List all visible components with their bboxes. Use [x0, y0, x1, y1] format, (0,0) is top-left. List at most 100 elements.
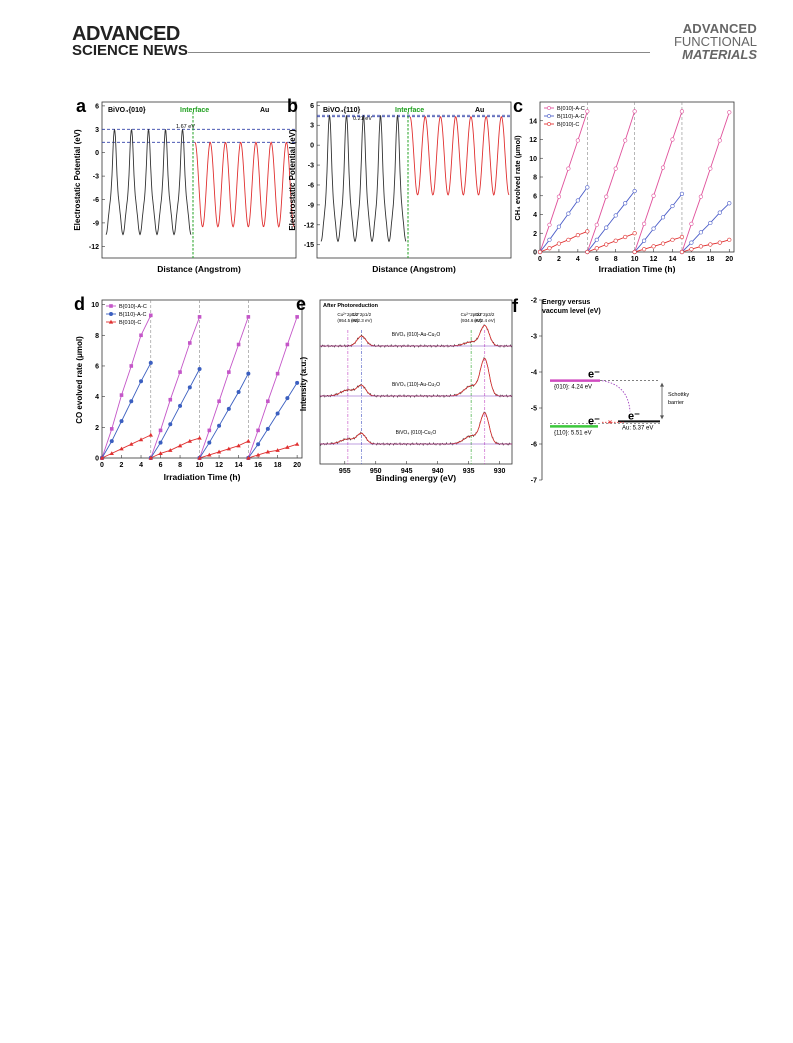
series-line	[681, 239, 730, 253]
panel-f-plot-area: -2 -3 -4 -5 -6 -7 {010}: 4.24 eV e⁻ {110}: 5.51 …	[531, 298, 664, 484]
legend-label: B{110}-A-C	[119, 312, 146, 318]
data-point	[556, 224, 562, 229]
panel-f-barrier-label-2: barrier	[668, 400, 684, 406]
panel-b-left-label: BiVO₄{110}	[323, 107, 360, 114]
data-point	[139, 379, 144, 384]
data-point	[138, 437, 144, 442]
data-point	[613, 238, 618, 243]
y-tick-label: 10	[529, 156, 537, 163]
x-tick-label: 2	[557, 256, 561, 263]
data-point	[641, 238, 647, 243]
panel-d-y-axis-label: CO evolved rate (μmol)	[75, 336, 84, 424]
x-tick-label: 18	[706, 256, 714, 263]
data-point	[632, 249, 637, 255]
data-point	[585, 109, 590, 114]
data-point	[217, 399, 221, 404]
data-point	[285, 445, 290, 449]
data-point	[670, 203, 675, 209]
panel-a-ytick-label: -12	[89, 244, 99, 251]
spectrum-label: BiVO₄ {010}-Cu₂O	[396, 430, 437, 436]
data-point	[109, 451, 114, 455]
data-point	[556, 241, 562, 246]
x-tick-label: 8	[178, 462, 182, 469]
data-point	[197, 315, 202, 319]
data-point	[168, 422, 173, 427]
data-point	[266, 399, 270, 404]
legend-marker	[109, 312, 113, 316]
x-tick-label: 940	[432, 468, 444, 475]
data-point	[613, 166, 618, 171]
legend-marker	[547, 122, 551, 126]
electron-110: e⁻	[588, 415, 600, 427]
panel-a-ytick-label: 0	[95, 150, 99, 157]
data-point	[158, 428, 163, 433]
data-point	[139, 333, 143, 338]
x-tick-label: 14	[669, 256, 677, 263]
panel-a-ytick-label: 6	[95, 103, 99, 110]
data-point	[197, 455, 202, 460]
series-line	[539, 111, 588, 253]
panel-b-ytick-label: -9	[308, 202, 314, 209]
series-line	[681, 202, 730, 253]
data-point	[660, 165, 666, 170]
panel-a-curves	[102, 112, 296, 258]
panel-c-ch4-chart: c 0 2 4 6 8 10 12 14 16 18 20 0 2 4 6 8 10 12 14 B{010}-A-C…	[513, 96, 735, 274]
panel-b-au-label: Au	[475, 107, 484, 114]
peak-label: Cu²⁺2p3/2	[461, 312, 482, 317]
panel-b-potential-plot: b BiVO₄{110} Interface Au 0.21 eV 630-3-…	[287, 96, 512, 274]
blocked-x-icon: ×	[608, 419, 612, 426]
barrier-arrow-down	[660, 415, 664, 420]
data-point	[275, 371, 280, 376]
series-line	[101, 315, 152, 459]
data-point	[246, 371, 251, 376]
panel-a-frame	[101, 101, 297, 259]
x-tick-label: 20	[725, 256, 733, 263]
data-point	[585, 249, 590, 255]
panel-a-y-axis-label: Electrostatic Potential (eV)	[73, 129, 82, 231]
panel-f-barrier-label-1: Schottky	[668, 392, 689, 398]
level-au-label: Au: 5.37 eV	[622, 425, 653, 431]
x-tick-label: 16	[688, 256, 696, 263]
data-point	[623, 201, 628, 206]
data-point	[246, 315, 251, 319]
data-point	[660, 215, 666, 220]
x-tick-label: 945	[401, 468, 413, 475]
panel-a-left-label: BiVO₄{010}	[108, 107, 146, 114]
panel-e-frame	[319, 299, 513, 465]
data-point	[641, 247, 647, 252]
data-point	[717, 210, 722, 215]
data-point	[679, 191, 685, 196]
peak-label-energy: (952.3 eV)	[351, 318, 373, 323]
panel-d-co-chart: d 0 2 4 6 8 10 12 14 16 18 20 0 2 4 6 8 10 B{010}-A-C B{11…	[74, 294, 303, 482]
x-tick-label: 0	[100, 462, 104, 469]
data-point	[575, 198, 580, 203]
data-point	[246, 438, 251, 443]
data-point	[246, 455, 251, 460]
panel-a-bivo4-curve	[105, 129, 192, 236]
data-point	[670, 137, 675, 142]
data-point	[623, 138, 628, 143]
data-point	[148, 360, 153, 365]
masthead-science-news: SCIENCE NEWS	[72, 42, 188, 59]
masthead-right-advanced: ADVANCED	[682, 21, 757, 36]
x-tick-label: 6	[595, 256, 599, 263]
data-point	[129, 399, 134, 404]
data-point	[158, 440, 163, 445]
data-point	[689, 240, 694, 245]
transfer-arrow	[601, 380, 631, 412]
data-point	[651, 226, 656, 231]
peak-label: Cu²⁺2p1/2	[337, 312, 358, 317]
peak-label-energy: (934.6 eV)	[461, 318, 483, 323]
panel-c-x-axis-label: Irradiation Time (h)	[599, 264, 676, 274]
panel-a-ytick-label: -3	[93, 174, 99, 181]
data-point	[129, 364, 134, 368]
data-point	[641, 221, 647, 226]
data-point	[547, 246, 552, 251]
data-point	[632, 188, 637, 194]
panel-b-ytick-label: 6	[310, 103, 314, 110]
data-point	[651, 193, 656, 198]
data-point	[708, 166, 713, 171]
data-point	[585, 229, 590, 234]
y-tick-label: 0	[95, 456, 99, 463]
series-line	[150, 368, 200, 459]
